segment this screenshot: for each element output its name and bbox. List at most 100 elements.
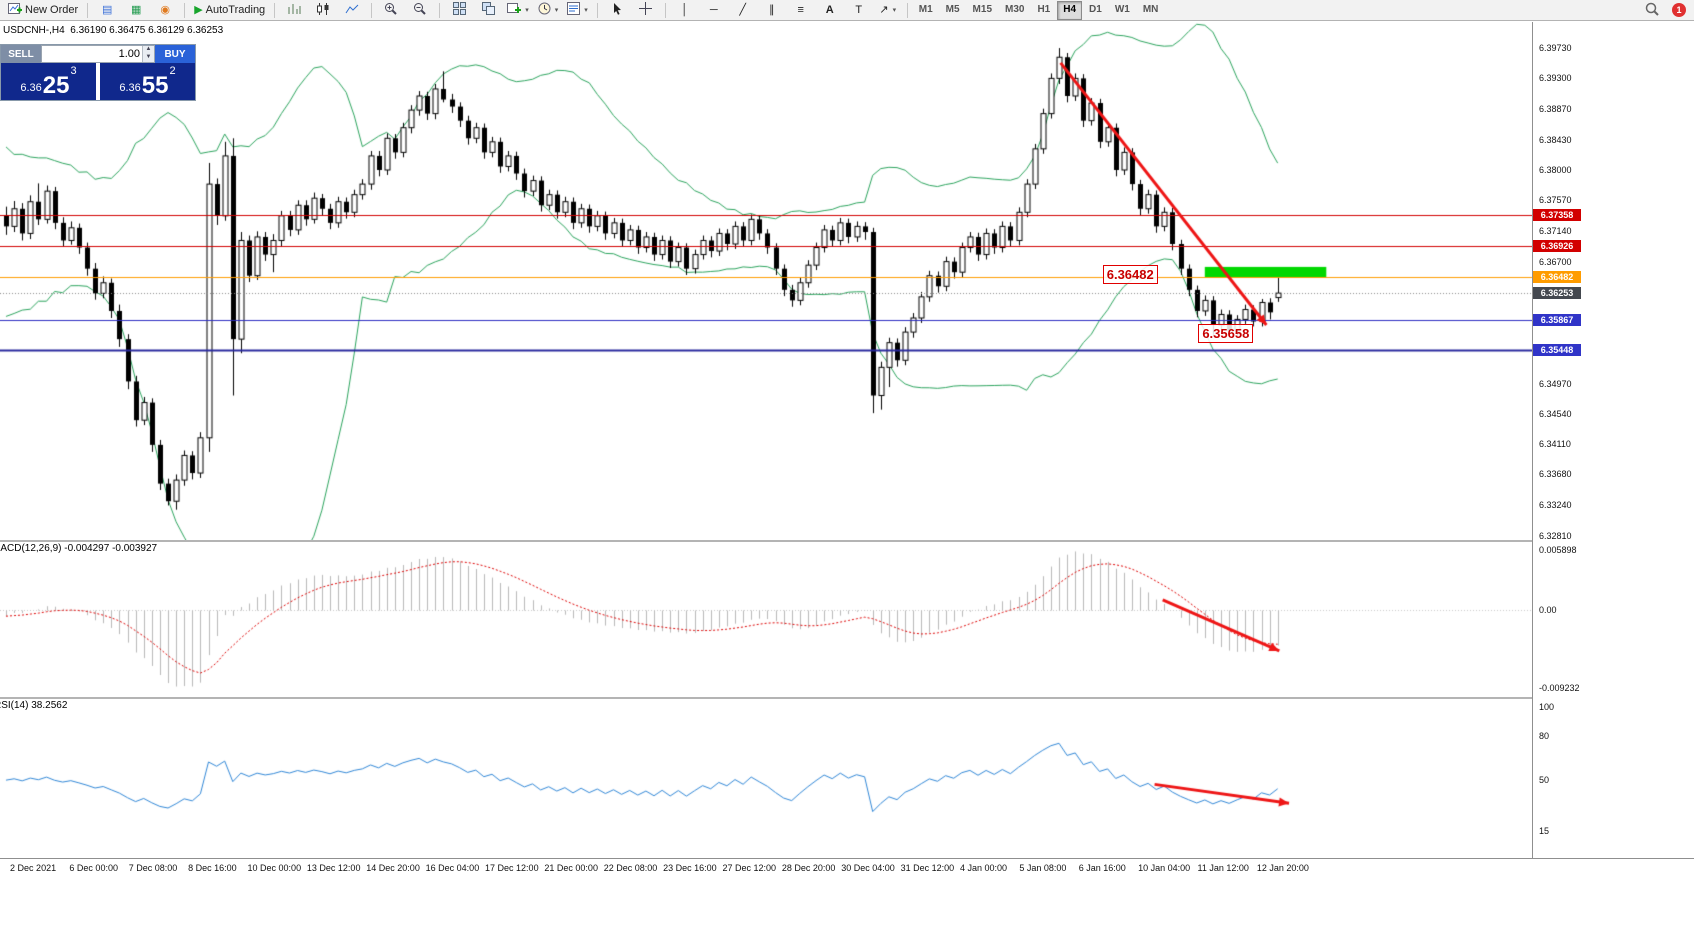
- time-axis-label: 21 Dec 00:00: [544, 863, 598, 873]
- label-tool-button[interactable]: T: [845, 0, 873, 20]
- time-axis-label: 6 Dec 00:00: [69, 863, 118, 873]
- trendline-icon: ╱: [739, 3, 747, 16]
- vertical-line-tool-button[interactable]: │: [671, 0, 699, 20]
- horizontal-line-icon: ─: [709, 3, 718, 16]
- crosshair-button[interactable]: [632, 0, 660, 20]
- new-chart-icon: [507, 2, 522, 18]
- panel-separator[interactable]: [0, 540, 1694, 542]
- chart-window-button[interactable]: ▤: [93, 0, 121, 20]
- zoom-in-button[interactable]: [377, 0, 405, 20]
- search-button[interactable]: [1638, 0, 1666, 20]
- price-scale-label: 6.38000: [1539, 165, 1572, 175]
- sell-price-pips: 25: [42, 72, 70, 99]
- new-order-button[interactable]: New Order: [4, 0, 82, 20]
- buy-price-frac: 2: [169, 65, 176, 77]
- zoom-out-button[interactable]: [406, 0, 434, 20]
- dropdown-caret-icon: ▾: [554, 7, 559, 14]
- profiles-button[interactable]: ▾: [534, 0, 563, 20]
- time-axis[interactable]: 2 Dec 2021 6 Dec 00:00 7 Dec 08:00 8 Dec 16…: [0, 859, 1694, 881]
- crosshair-icon: [639, 2, 653, 18]
- tile-windows-icon: [452, 2, 466, 18]
- toolbar-separator: [184, 2, 186, 18]
- cascade-windows-button[interactable]: [474, 0, 502, 20]
- text-tool-icon: A: [825, 3, 834, 16]
- timeframe-button-d1[interactable]: D1: [1089, 3, 1102, 15]
- timeframe-button-h4[interactable]: H4: [1057, 0, 1083, 20]
- time-axis-label: 28 Dec 20:00: [781, 863, 836, 873]
- price-chart-canvas[interactable]: [0, 22, 1532, 882]
- stepper-up-icon[interactable]: ▲: [143, 46, 154, 54]
- sell-label: SELL: [8, 48, 34, 60]
- buy-button[interactable]: BUY: [155, 45, 195, 63]
- text-tool-button[interactable]: A: [816, 0, 844, 20]
- time-axis-label: 5 Jan 08:00: [1019, 863, 1067, 873]
- new-order-label: New Order: [25, 4, 79, 16]
- sell-price[interactable]: 6.36 25 3: [1, 63, 96, 100]
- autotrading-button[interactable]: ▶ AutoTrading: [190, 0, 269, 20]
- dropdown-caret-icon: ▾: [525, 7, 529, 14]
- price-marker-6.36253: 6.36253: [1533, 287, 1581, 300]
- sell-button[interactable]: SELL: [1, 45, 41, 63]
- indicators-list-icon: [567, 2, 581, 18]
- panel-separator[interactable]: [0, 697, 1694, 699]
- price-scale-label: 6.37140: [1539, 225, 1572, 236]
- trade-panel-spacer: [96, 63, 100, 100]
- bar-chart-button[interactable]: [280, 0, 308, 20]
- price-scale-label: 6.34970: [1539, 378, 1572, 389]
- price-annotation-label[interactable]: 6.36482: [1102, 265, 1158, 284]
- notification-badge[interactable]: 1: [1672, 3, 1686, 17]
- price-annotation-label[interactable]: 6.35658: [1198, 324, 1254, 344]
- time-axis-label: 23 Dec 16:00: [663, 863, 717, 873]
- arrows-tool-button[interactable]: ↗ ▾: [874, 0, 902, 20]
- time-axis-label: 13 Dec 12:00: [306, 863, 361, 873]
- price-scale-label: 6.33240: [1539, 500, 1572, 511]
- price-scale-label: 6.34110: [1539, 439, 1571, 450]
- stepper-down-icon[interactable]: ▼: [143, 54, 154, 62]
- price-scale-label: 6.32810: [1539, 530, 1572, 541]
- toolbar-separator: [87, 2, 89, 18]
- timeframe-button-mn[interactable]: MN: [1142, 3, 1159, 15]
- cursor-arrow-icon: [611, 2, 623, 18]
- timeframe-button-w1[interactable]: W1: [1114, 3, 1130, 15]
- toolbar-separator: [274, 2, 276, 18]
- rsi-scale-label: 50: [1539, 775, 1550, 785]
- buy-price-pips: 55: [141, 72, 169, 99]
- alerts-button[interactable]: ◉: [151, 0, 179, 20]
- time-axis-label: 11 Jan 12:00: [1197, 863, 1249, 873]
- time-axis-label: 27 Dec 12:00: [722, 863, 777, 873]
- volume-field[interactable]: 1.00 ▲ ▼: [41, 45, 155, 63]
- line-chart-button[interactable]: [338, 0, 366, 20]
- timeframe-toolbar: M1 M5 M15 M30 H1 H4 D1 W1 MN: [913, 0, 1165, 20]
- macd-scale-label: 0.00: [1539, 604, 1557, 615]
- new-chart-button[interactable]: ▾: [503, 0, 533, 20]
- trendline-tool-button[interactable]: ╱: [729, 0, 757, 20]
- time-axis-label: 14 Dec 20:00: [366, 863, 420, 873]
- rsi-indicator-info: RSI(14) 38.2562: [0, 700, 68, 711]
- market-watch-icon: ▦: [130, 3, 142, 16]
- fibonacci-tool-button[interactable]: ≡: [787, 0, 815, 20]
- volume-stepper[interactable]: ▲ ▼: [142, 46, 154, 62]
- timeframe-button-m1[interactable]: M1: [918, 3, 933, 15]
- price-scale-label: 6.39300: [1539, 73, 1572, 84]
- market-watch-button[interactable]: ▦: [122, 0, 150, 20]
- time-axis-label: 17 Dec 12:00: [485, 863, 539, 873]
- channel-tool-button[interactable]: ∥: [758, 0, 786, 20]
- cursor-button[interactable]: [603, 0, 631, 20]
- timeframe-button-m15[interactable]: M15: [972, 3, 992, 15]
- candlestick-chart-icon: [316, 2, 330, 18]
- indicators-button[interactable]: ▾: [563, 0, 592, 20]
- time-axis-label: 16 Dec 04:00: [425, 863, 480, 873]
- tile-windows-button[interactable]: [445, 0, 473, 20]
- label-tool-icon: T: [855, 3, 863, 16]
- timeframe-button-h1[interactable]: H1: [1037, 3, 1051, 15]
- channel-icon: ∥: [768, 3, 775, 16]
- price-scale[interactable]: 6.39730 6.39300 6.38870 6.38430 6.38000 6.375…: [1533, 22, 1694, 858]
- candlestick-chart-button[interactable]: [309, 0, 337, 20]
- buy-price[interactable]: 6.36 55 2: [100, 63, 195, 100]
- buy-label: BUY: [164, 48, 186, 60]
- time-axis-label: 8 Dec 16:00: [188, 863, 237, 873]
- timeframe-button-m30[interactable]: M30: [1005, 3, 1025, 15]
- timeframe-button-m5[interactable]: M5: [945, 3, 960, 15]
- horizontal-line-tool-button[interactable]: ─: [700, 0, 728, 20]
